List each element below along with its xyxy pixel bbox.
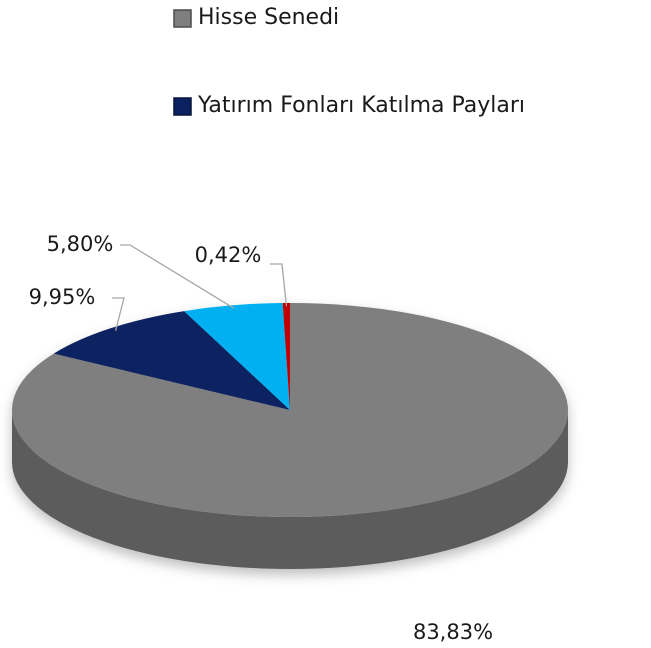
- slice: [282, 303, 290, 410]
- data-label: 5,80%: [47, 232, 114, 256]
- legend-label: Yatırım Fonları Katılma Payları: [197, 93, 525, 118]
- legend-swatch: [173, 9, 192, 28]
- pie: [11, 303, 568, 569]
- slice: [184, 303, 290, 410]
- labels: 83,83% 9,95% 5,80% 0,42% Hisse Senedi Yatırım…: [29, 5, 525, 644]
- data-label: 0,42%: [195, 243, 262, 267]
- legend-swatch: [173, 97, 192, 116]
- data-label: 9,95%: [29, 285, 96, 309]
- slice: [53, 311, 290, 410]
- legend-label: Hisse Senedi: [198, 5, 339, 30]
- leader-line: [120, 244, 235, 310]
- data-label: 83,83%: [413, 620, 493, 644]
- leader-line: [270, 263, 288, 307]
- slice-side: [12, 410, 568, 569]
- leader-line: [112, 297, 125, 332]
